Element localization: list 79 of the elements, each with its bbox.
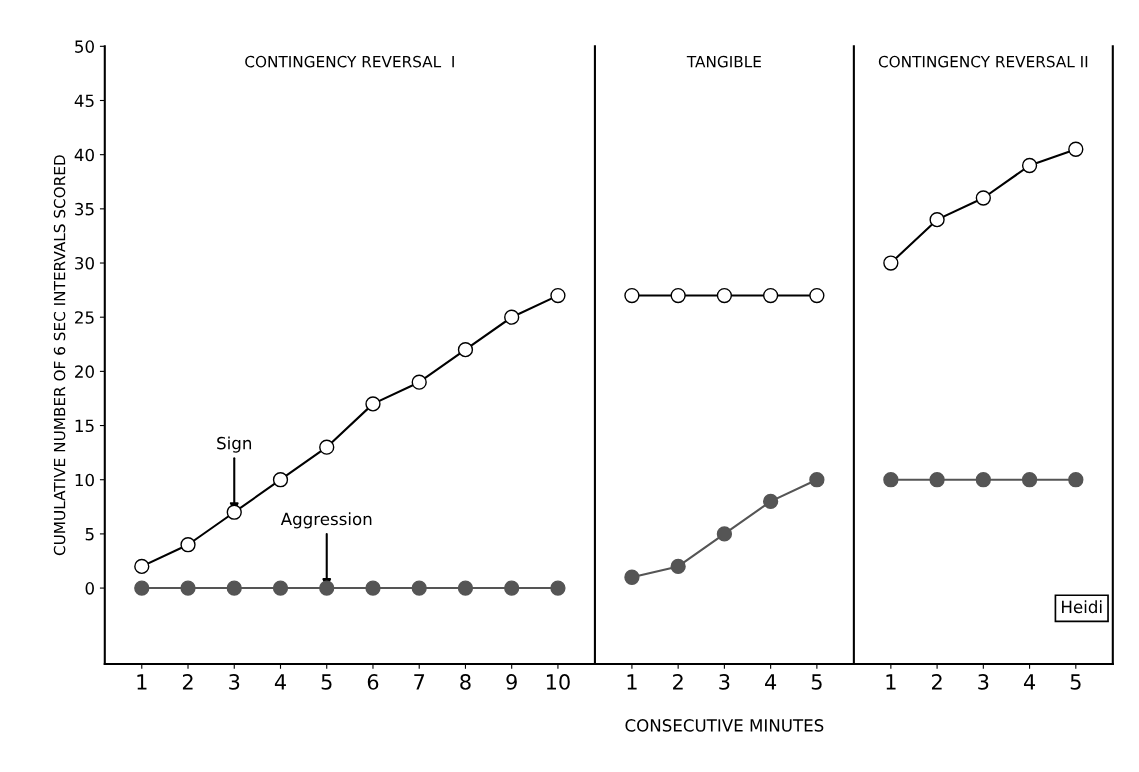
point xyxy=(929,472,945,488)
text: CONTINGENCY REVERSAL II xyxy=(878,55,1088,68)
x-tick-label: 3 xyxy=(719,674,730,690)
point xyxy=(624,569,640,585)
point xyxy=(504,309,520,325)
x-tick-label: 6 xyxy=(367,674,379,690)
y-axis-title: CUMULATIVE NUMBER OF 6 SEC INTERVALS SCORED xyxy=(53,155,66,556)
point xyxy=(319,439,335,455)
point xyxy=(670,287,686,304)
point xyxy=(272,472,289,488)
x-tick-label: 10 xyxy=(546,674,570,690)
y-tick-label: 0 xyxy=(85,582,94,595)
x-tick-label: 4 xyxy=(1023,674,1036,690)
annotation: Sign xyxy=(217,436,252,453)
x-tick-label: 2 xyxy=(673,674,683,690)
point xyxy=(670,558,686,575)
point xyxy=(975,472,991,488)
point xyxy=(411,374,427,390)
point xyxy=(272,580,289,596)
y-tick-label: 25 xyxy=(75,311,94,324)
point xyxy=(716,287,733,304)
point xyxy=(809,287,825,304)
text: CONTINGENCY REVERSAL I xyxy=(245,55,454,68)
point xyxy=(457,342,474,358)
x-tick-label: 1 xyxy=(137,674,147,690)
y-tick-label: 5 xyxy=(85,528,94,541)
x-axis-title: CONSECUTIVE MINUTES xyxy=(625,719,824,732)
point xyxy=(365,396,381,412)
point xyxy=(504,580,520,596)
point xyxy=(809,472,825,488)
point xyxy=(1068,472,1084,488)
point xyxy=(624,287,640,304)
x-tick-label: 3 xyxy=(978,674,989,690)
point xyxy=(716,526,733,542)
x-tick-label: 5 xyxy=(811,674,822,690)
point xyxy=(365,580,381,596)
x-tick-label: 7 xyxy=(414,674,425,690)
x-tick-label: 4 xyxy=(765,674,777,690)
x-tick-label: 8 xyxy=(460,674,471,690)
point xyxy=(226,504,242,520)
x-tick-label: 5 xyxy=(321,674,332,690)
point xyxy=(762,493,779,510)
y-tick-label: 45 xyxy=(74,94,94,108)
y-tick-label: 20 xyxy=(75,365,94,378)
point xyxy=(1021,157,1038,174)
point xyxy=(1021,472,1038,488)
point xyxy=(134,580,150,596)
point xyxy=(226,580,242,596)
x-tick-label: 4 xyxy=(274,674,286,690)
point xyxy=(762,287,779,304)
point xyxy=(180,537,196,553)
annotation: Heidi xyxy=(1062,600,1102,614)
point xyxy=(134,558,150,575)
point xyxy=(411,580,427,596)
y-tick-label: 30 xyxy=(75,256,94,270)
y-tick-label: 10 xyxy=(75,473,94,487)
annotation: Aggression xyxy=(280,512,372,529)
point xyxy=(883,472,899,488)
x-tick-label: 5 xyxy=(1070,674,1081,690)
x-tick-label: 1 xyxy=(886,674,896,690)
y-tick-label: 15 xyxy=(75,419,94,433)
y-tick-label: 50 xyxy=(75,40,94,53)
point xyxy=(883,255,899,271)
point xyxy=(457,580,474,596)
x-tick-label: 2 xyxy=(931,674,942,690)
point xyxy=(929,212,945,228)
point xyxy=(975,190,991,206)
x-tick-label: 9 xyxy=(506,674,517,690)
x-tick-label: 2 xyxy=(182,674,193,690)
point xyxy=(319,580,335,596)
y-tick-label: 35 xyxy=(75,202,94,216)
point xyxy=(550,287,566,304)
point xyxy=(180,580,196,596)
text: TANGIBLE xyxy=(686,55,761,68)
y-tick-label: 40 xyxy=(74,148,94,162)
point xyxy=(550,580,566,596)
point xyxy=(1068,141,1084,157)
x-tick-label: 3 xyxy=(229,674,240,690)
x-tick-label: 1 xyxy=(627,674,637,690)
